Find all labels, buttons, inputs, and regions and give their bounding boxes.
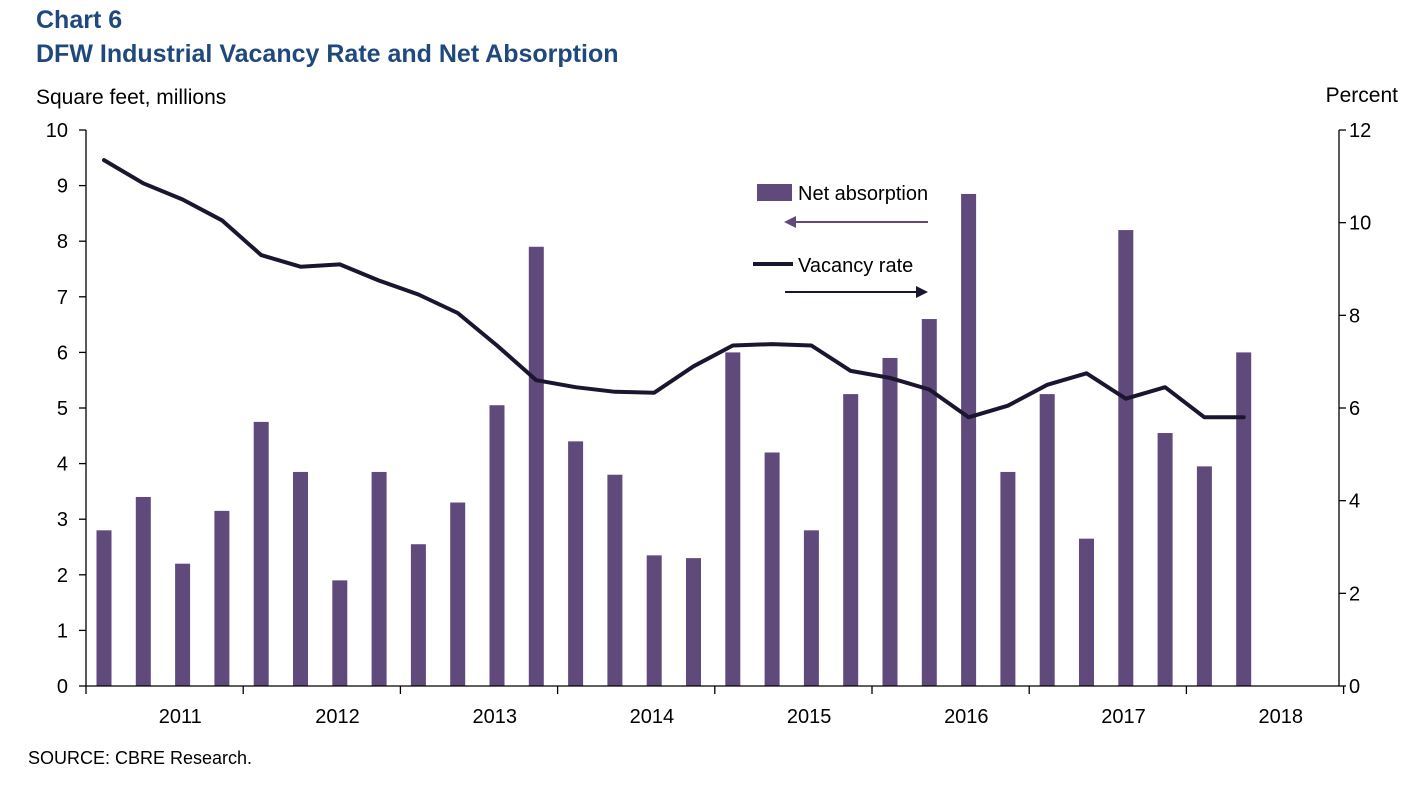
bar-net-absorption: [843, 394, 859, 686]
bar-net-absorption: [1079, 538, 1094, 686]
legend-left-arrowhead-icon: [784, 216, 796, 228]
legend-net-absorption-swatch: [757, 184, 792, 201]
right-axis-tick-label: 4: [1349, 491, 1360, 513]
right-axis-tick-label: 10: [1349, 213, 1371, 235]
x-axis-year-label: 2016: [944, 706, 989, 728]
bar-net-absorption: [568, 441, 584, 686]
bar-net-absorption: [1118, 230, 1134, 686]
left-axis-tick-label: 7: [57, 287, 68, 309]
vacancy-rate-line: [102, 158, 1246, 420]
bar-net-absorption: [371, 471, 387, 686]
bar-net-absorption: [921, 319, 937, 686]
bar-net-absorption: [1039, 394, 1055, 686]
x-axis-year-label: 2013: [472, 706, 517, 728]
bar-net-absorption: [253, 421, 269, 686]
bar-net-absorption: [1236, 352, 1252, 686]
legend: Net absorption Vacancy rate: [753, 183, 928, 298]
bar-net-absorption: [293, 471, 308, 686]
bar-net-absorption: [528, 246, 544, 686]
bar-net-absorption: [214, 510, 230, 686]
bar-net-absorption: [450, 502, 466, 686]
bar-net-absorption: [489, 405, 505, 686]
right-axis-tick-label: 12: [1349, 120, 1371, 142]
left-axis-tick-label: 0: [57, 676, 68, 698]
left-axis-tick-label: 8: [57, 231, 68, 253]
x-axis-year-label: 2011: [159, 706, 202, 728]
legend-right-arrowhead-icon: [916, 286, 928, 298]
left-axis-tick-label: 10: [46, 120, 68, 142]
right-axis-tick-label: 2: [1349, 583, 1360, 605]
left-axis-tick-label: 6: [57, 342, 68, 364]
legend-net-absorption-label: Net absorption: [798, 183, 928, 205]
bar-net-absorption: [1000, 471, 1016, 686]
chart-title: DFW Industrial Vacancy Rate and Net Abso…: [36, 40, 619, 68]
left-axis-tick-label: 9: [57, 176, 68, 198]
left-axis-tick-label: 4: [57, 454, 68, 476]
bar-net-absorption: [1196, 466, 1212, 686]
bar-net-absorption: [332, 580, 348, 686]
legend-vacancy-rate-label: Vacancy rate: [798, 255, 913, 277]
x-axis-year-label: 2018: [1258, 706, 1303, 728]
bar-net-absorption: [725, 352, 741, 686]
bar-net-absorption: [607, 474, 623, 686]
left-axis-tick-label: 3: [57, 509, 68, 531]
bar-net-absorption: [175, 563, 191, 686]
left-axis-tick-label: 1: [57, 620, 68, 642]
left-axis-label: Square feet, millions: [36, 86, 227, 109]
bar-net-absorption: [803, 530, 819, 686]
x-axis-year-label: 2015: [787, 706, 832, 728]
bar-net-absorption: [135, 496, 151, 686]
x-axis-year-label: 2012: [315, 706, 360, 728]
right-axis-tick-label: 6: [1349, 398, 1360, 420]
axes-group: [85, 130, 1340, 687]
bars-group: [96, 193, 1252, 686]
chart-number: Chart 6: [36, 6, 123, 34]
right-axis-tick-label: 0: [1349, 676, 1360, 698]
bar-net-absorption: [961, 193, 977, 686]
bar-net-absorption: [410, 544, 426, 686]
bar-net-absorption: [686, 558, 701, 686]
bar-net-absorption: [1157, 433, 1173, 686]
left-axis-tick-label: 5: [57, 398, 68, 420]
x-axis-year-label: 2017: [1101, 706, 1146, 728]
x-axis-year-label: 2014: [630, 706, 675, 728]
right-axis-label: Percent: [1325, 84, 1398, 107]
bar-net-absorption: [96, 530, 112, 686]
bar-net-absorption: [882, 357, 898, 686]
left-axis-tick-label: 2: [57, 565, 68, 587]
bar-net-absorption: [646, 555, 662, 686]
right-axis-tick-label: 8: [1349, 305, 1360, 327]
source-note: SOURCE: CBRE Research.: [28, 748, 253, 768]
bar-net-absorption: [764, 452, 780, 686]
